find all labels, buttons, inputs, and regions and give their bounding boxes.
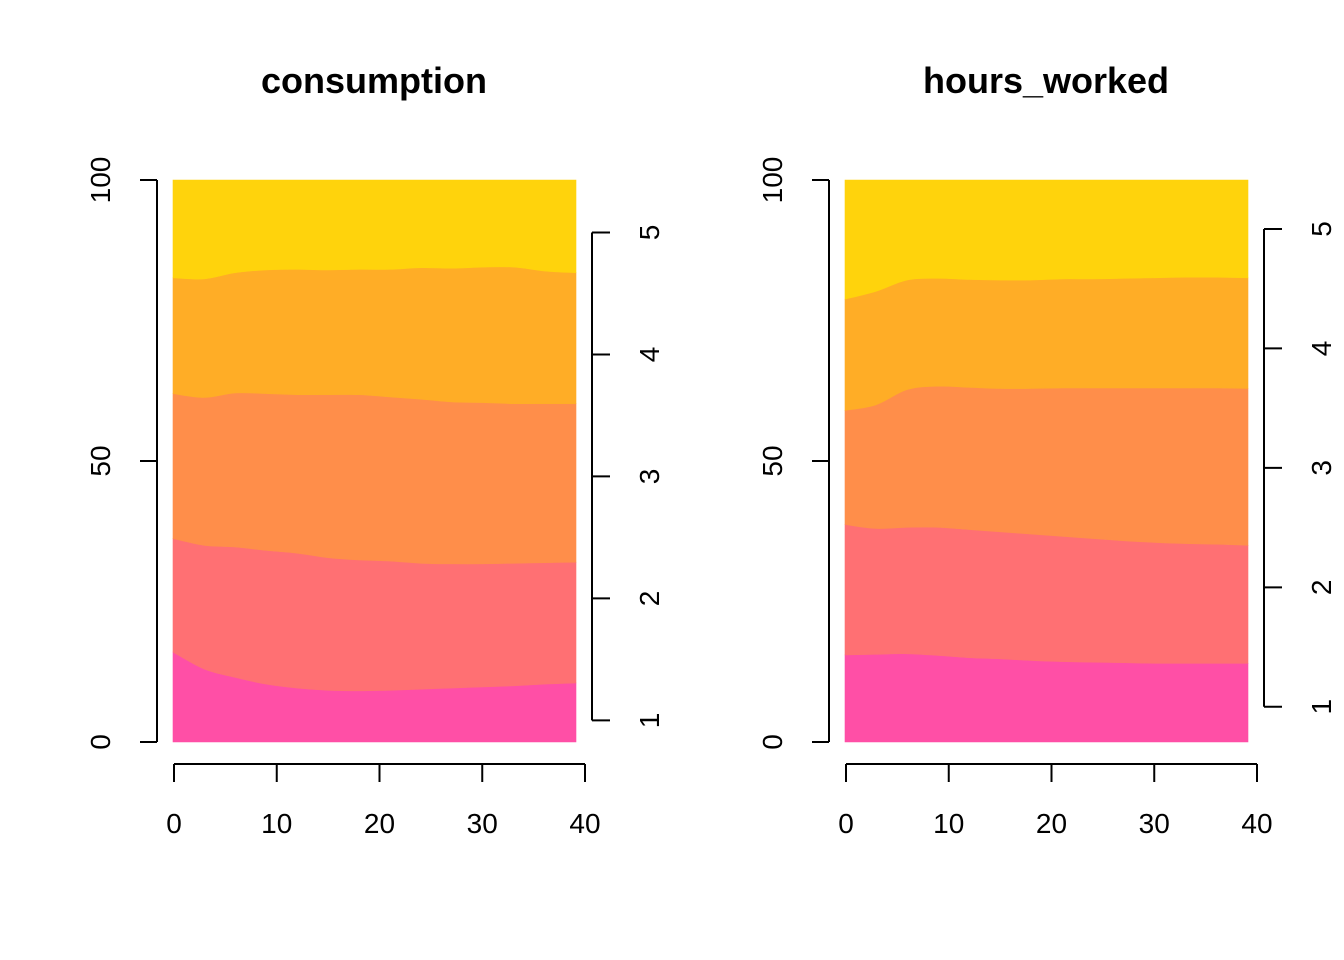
x-tick-label: 10 [933,808,964,839]
area-layer-3 [844,385,1249,546]
right-tick-label: 4 [1306,341,1337,357]
x-tick-label: 20 [1036,808,1067,839]
chart-title: consumption [261,60,487,101]
area-layers [844,179,1249,743]
y-tick-label: 0 [85,734,116,750]
panel-consumption: consumption 0 50 100 0 10 20 30 40 1 2 3 4 5 [85,60,665,839]
right-axis: 1 2 3 4 5 [591,225,665,729]
chart-title: hours_worked [923,60,1169,101]
y-axis: 0 50 100 [85,157,158,750]
area-layer-1 [844,653,1249,743]
x-tick-label: 40 [1241,808,1272,839]
right-axis: 1 2 3 4 5 [1263,221,1337,715]
y-tick-label: 100 [85,157,116,204]
area-layers [172,179,577,743]
area-layer-5 [172,179,577,280]
right-tick-label: 1 [634,713,665,729]
x-tick-label: 10 [261,808,292,839]
right-tick-label: 3 [634,469,665,485]
right-tick-label: 1 [1306,699,1337,715]
x-axis: 0 10 20 30 40 [838,763,1273,839]
right-tick-label: 4 [634,347,665,363]
right-tick-label: 3 [1306,460,1337,476]
y-axis: 0 50 100 [757,157,830,750]
x-tick-label: 40 [569,808,600,839]
y-tick-label: 50 [757,445,788,476]
x-tick-label: 30 [467,808,498,839]
right-tick-label: 5 [1306,221,1337,237]
y-tick-label: 100 [757,157,788,204]
area-layer-5 [844,179,1249,300]
right-tick-label: 2 [1306,580,1337,596]
x-tick-label: 30 [1139,808,1170,839]
x-tick-label: 0 [838,808,854,839]
y-tick-label: 0 [757,734,788,750]
area-layer-3 [172,392,577,565]
panel-hours-worked: hours_worked 0 50 100 0 10 20 30 40 1 2 3 4 5 [757,60,1337,839]
x-axis: 0 10 20 30 40 [166,763,601,839]
x-tick-label: 20 [364,808,395,839]
right-tick-label: 2 [634,591,665,607]
right-tick-label: 5 [634,225,665,241]
x-tick-label: 0 [166,808,182,839]
area-layer-2 [844,524,1249,664]
y-tick-label: 50 [85,445,116,476]
area-layer-4 [172,266,577,405]
